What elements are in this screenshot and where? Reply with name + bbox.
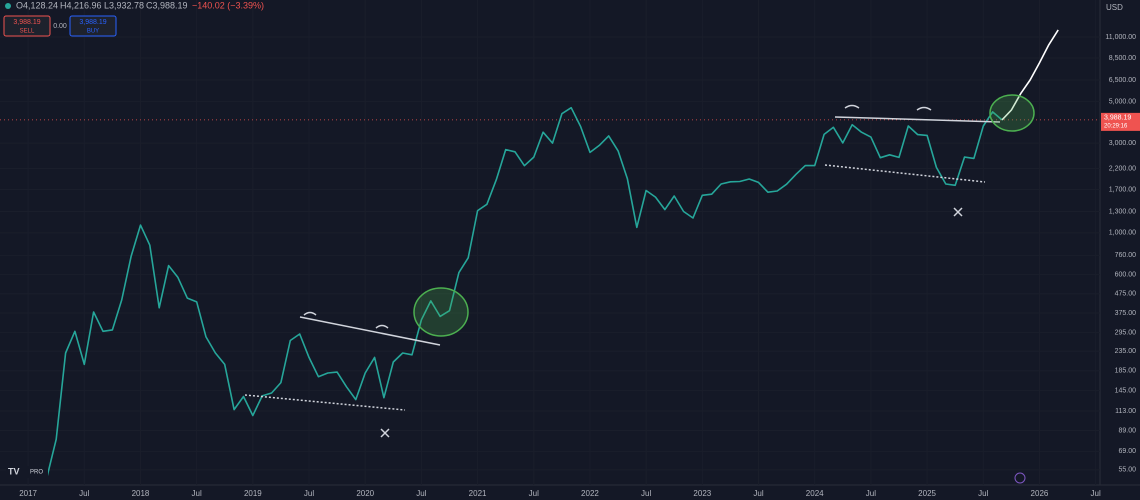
x-tick-label: 2020 xyxy=(356,489,374,498)
buy-button[interactable]: 3,988.19 BUY xyxy=(69,15,117,37)
x-tick-label: Jul xyxy=(753,489,763,498)
y-tick-label: 475.00 xyxy=(1115,291,1137,298)
x-tick-label: Jul xyxy=(529,489,539,498)
logo-mark: TV xyxy=(8,466,20,476)
price-line xyxy=(46,106,1003,478)
y-tick-label: 8,500.00 xyxy=(1109,55,1136,62)
x-tick-label: 2019 xyxy=(244,489,262,498)
x-tick-label: Jul xyxy=(1091,489,1101,498)
top-arc xyxy=(303,104,932,329)
resistance-line xyxy=(299,316,441,346)
ohlc-open: O4,128.24 xyxy=(16,0,58,10)
resistance-line xyxy=(834,116,1001,123)
y-tick-label: 6,500.00 xyxy=(1109,77,1136,84)
x-tick-label: 2022 xyxy=(581,489,599,498)
x-tick-label: 2025 xyxy=(918,489,936,498)
ohlc-change: −140.02 (−3.39%) xyxy=(192,0,264,10)
support-line xyxy=(824,164,986,183)
settings-icon[interactable] xyxy=(1014,472,1026,484)
y-tick-label: 185.00 xyxy=(1115,368,1137,375)
x-tick-label: 2024 xyxy=(806,489,824,498)
sell-label[interactable]: SELL xyxy=(20,29,35,35)
breakout-circle xyxy=(989,94,1035,132)
y-tick-label: 113.00 xyxy=(1115,408,1136,415)
y-tick-label: 69.00 xyxy=(1118,448,1136,455)
plot-area xyxy=(0,29,1100,478)
x-tick-label: Jul xyxy=(866,489,876,498)
status-dot xyxy=(5,3,11,9)
y-tick-label: 55.00 xyxy=(1118,467,1136,474)
logo-text: PRO xyxy=(30,470,43,476)
y-tick-label: 1,700.00 xyxy=(1109,186,1136,193)
ohlc-high: H4,216.96 xyxy=(60,0,102,10)
ohlc-low: L3,932.78 xyxy=(104,0,144,10)
x-tick-label: 2018 xyxy=(132,489,150,498)
y-tick-label: 145.00 xyxy=(1115,388,1137,395)
buy-button-box[interactable] xyxy=(69,15,117,37)
support-line xyxy=(244,394,406,411)
last-price-label: 3,988.19 xyxy=(1104,115,1131,122)
x-tick-label: Jul xyxy=(304,489,314,498)
sell-price[interactable]: 3,988.19 xyxy=(13,19,40,26)
breakout-circle xyxy=(413,287,469,337)
y-tick-label: 295.00 xyxy=(1115,329,1137,336)
buy-price[interactable]: 3,988.19 xyxy=(79,19,106,26)
logo-box xyxy=(6,466,48,478)
x-tick-label: 2023 xyxy=(693,489,711,498)
x-tick-label: 2026 xyxy=(1031,489,1049,498)
x-tick-label: Jul xyxy=(978,489,988,498)
y-tick-label: 1,000.00 xyxy=(1109,230,1136,237)
countdown: 20:29:16 xyxy=(1104,123,1128,129)
price-line xyxy=(1001,29,1059,121)
sell-button[interactable]: 3,988.19 SELL xyxy=(3,15,51,37)
last-price-box xyxy=(1101,112,1140,131)
x-tick-label: Jul xyxy=(192,489,202,498)
sell-button-box[interactable] xyxy=(3,15,51,37)
y-tick-label: 760.00 xyxy=(1115,252,1137,259)
y-tick-label: 5,000.00 xyxy=(1109,98,1136,105)
x-tick-label: 2021 xyxy=(469,489,487,498)
x-tick-label: 2017 xyxy=(19,489,37,498)
y-tick-label: 2,200.00 xyxy=(1109,165,1136,172)
ohlc-close: C3,988.19 xyxy=(146,0,188,10)
buy-label[interactable]: BUY xyxy=(87,29,99,35)
y-tick-label: 3,000.00 xyxy=(1109,140,1136,147)
y-tick-label: 89.00 xyxy=(1118,427,1136,434)
y-tick-label: 600.00 xyxy=(1115,271,1137,278)
y-tick-label: 375.00 xyxy=(1115,310,1137,317)
x-tick-label: Jul xyxy=(641,489,651,498)
x-tick-label: Jul xyxy=(416,489,426,498)
y-tick-label: 1,300.00 xyxy=(1109,208,1136,215)
low-marker xyxy=(380,207,963,438)
spread: 0.00 xyxy=(53,23,67,30)
x-tick-label: Jul xyxy=(79,489,89,498)
y-tick-label: 235.00 xyxy=(1115,348,1137,355)
currency[interactable]: USD xyxy=(1106,3,1123,12)
y-tick-label: 11,000.00 xyxy=(1105,34,1136,41)
